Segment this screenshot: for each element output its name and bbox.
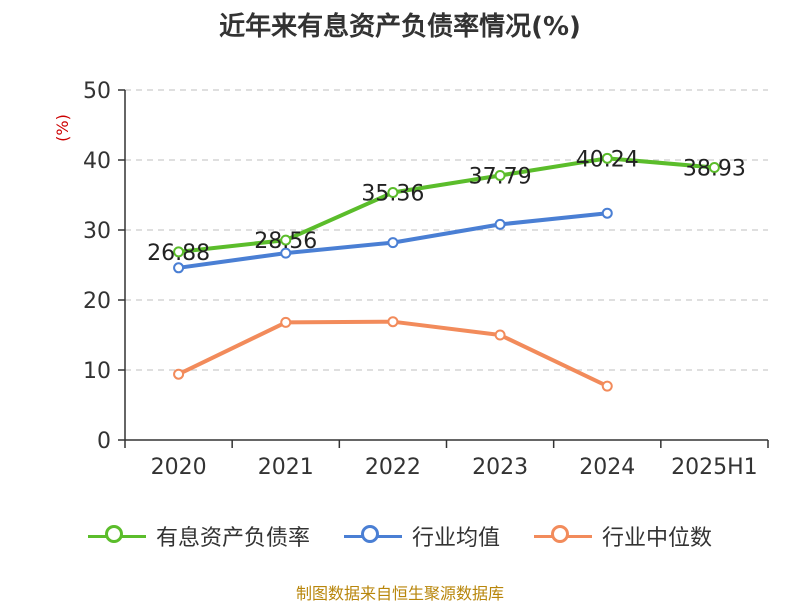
data-point: [708, 161, 720, 173]
data-point: [601, 152, 613, 164]
y-tick-label: 20: [83, 289, 111, 314]
data-point: [494, 169, 506, 181]
x-tick-label: 2022: [365, 455, 421, 480]
data-source-note: 制图数据来自恒生聚源数据库: [295, 584, 504, 603]
data-point: [280, 247, 292, 259]
data-point: [387, 316, 399, 328]
data-label: 28.56: [254, 229, 317, 254]
data-point: [387, 186, 399, 198]
data-point: [173, 246, 185, 258]
data-point: [173, 262, 185, 274]
legend-item-industry-average[interactable]: 行业均值: [343, 520, 500, 552]
legend-item-interest-bearing-debt-ratio[interactable]: 有息资产负债率: [87, 520, 310, 552]
legend-label: 行业中位数: [602, 526, 713, 551]
series-line: [176, 156, 717, 254]
chart-title: 近年来有息资产负债率情况(%): [219, 12, 581, 42]
data-label: 35.36: [361, 181, 424, 206]
y-tick-label: 30: [83, 219, 111, 244]
data-label: 26.88: [147, 241, 210, 266]
data-label: 38.93: [683, 156, 746, 181]
data-point: [601, 380, 613, 392]
y-axis-label: (%): [53, 114, 72, 142]
legend-marker-orange: [534, 524, 592, 548]
x-tick-label: 2023: [472, 455, 528, 480]
y-tick-label: 50: [83, 79, 111, 104]
series-line: [176, 319, 610, 389]
data-point: [280, 234, 292, 246]
x-tick-label: 2021: [258, 455, 314, 480]
data-point: [173, 368, 185, 380]
data-label: 40.24: [576, 147, 639, 172]
y-tick-label: 10: [83, 359, 111, 384]
legend-marker-blue: [343, 524, 402, 548]
data-point: [387, 237, 399, 249]
data-point: [494, 329, 506, 341]
y-tick-label: 40: [83, 149, 111, 174]
data-point: [494, 218, 506, 230]
data-point: [280, 316, 292, 328]
legend-item-industry-median[interactable]: 行业中位数: [534, 520, 712, 552]
data-point: [601, 207, 613, 219]
legend-label: 有息资产负债率: [155, 526, 310, 551]
chart-legend: 有息资产负债率 行业均值 行业中位数: [0, 520, 800, 552]
data-label: 37.79: [469, 164, 532, 189]
x-tick-label: 2025H1: [671, 455, 758, 480]
y-tick-label: 0: [97, 429, 111, 454]
legend-marker-green: [87, 524, 146, 548]
x-tick-label: 2020: [151, 455, 207, 480]
legend-label: 行业均值: [411, 526, 500, 551]
x-tick-label: 2024: [579, 455, 635, 480]
